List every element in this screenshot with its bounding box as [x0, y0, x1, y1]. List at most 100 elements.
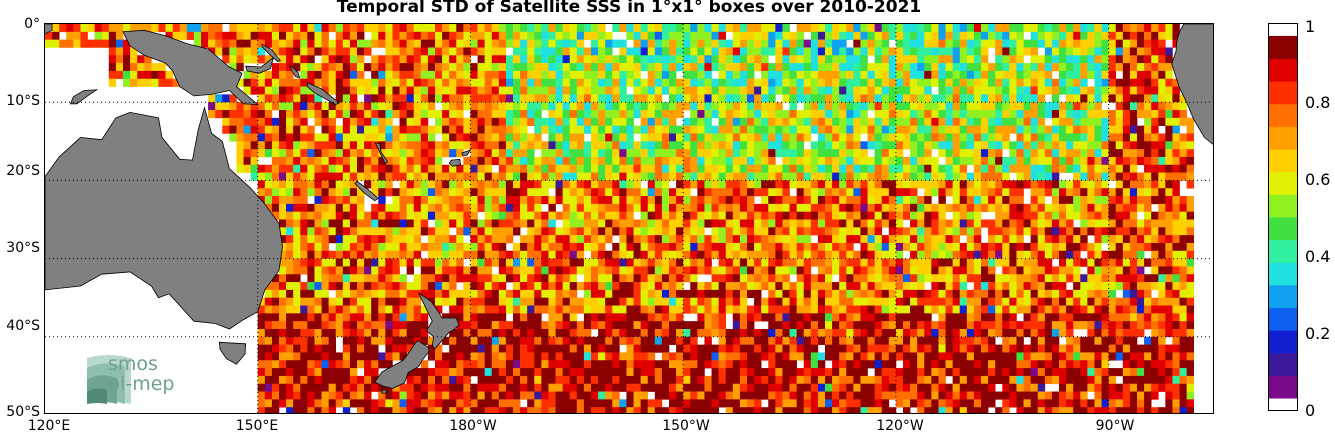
- heatmap-cell: [725, 47, 734, 56]
- heatmap-cell: [1044, 133, 1053, 142]
- heatmap-cell: [1172, 110, 1180, 119]
- heatmap-cell: [612, 274, 620, 283]
- heatmap-cell: [676, 180, 684, 189]
- heatmap-cell: [839, 149, 847, 158]
- heatmap-cell: [945, 117, 953, 126]
- heatmap-cell: [1044, 55, 1053, 64]
- heatmap-cell: [768, 297, 776, 306]
- heatmap-cell: [293, 63, 301, 72]
- heatmap-cell: [364, 63, 372, 72]
- heatmap-cell: [988, 242, 996, 252]
- heatmap-cell: [1144, 102, 1152, 111]
- heatmap-cell: [683, 55, 691, 64]
- heatmap-cell: [626, 125, 634, 134]
- heatmap-cell: [477, 24, 485, 33]
- heatmap-cell: [576, 227, 585, 236]
- heatmap-cell: [718, 24, 727, 33]
- heatmap-cell: [860, 188, 868, 197]
- heatmap-cell: [491, 86, 500, 95]
- heatmap-cell: [917, 47, 925, 56]
- heatmap-cell: [449, 39, 457, 48]
- heatmap-cell: [286, 188, 294, 197]
- heatmap-cell: [846, 242, 854, 252]
- heatmap-cell: [952, 63, 961, 72]
- heatmap-cell: [172, 31, 181, 40]
- heatmap-cell: [399, 282, 407, 291]
- heatmap-cell: [626, 47, 634, 56]
- heatmap-cell: [470, 63, 478, 72]
- heatmap-cell: [796, 55, 805, 64]
- heatmap-cell: [349, 78, 358, 87]
- heatmap-cell: [562, 133, 571, 142]
- heatmap-cell: [406, 250, 415, 259]
- heatmap-cell: [1059, 55, 1067, 64]
- heatmap-cell: [413, 39, 422, 48]
- heatmap-cell: [94, 24, 103, 33]
- heatmap-cell: [1087, 289, 1095, 298]
- heatmap-cell: [739, 156, 748, 166]
- heatmap-cell: [839, 211, 847, 220]
- heatmap-cell: [463, 313, 471, 322]
- heatmap-cell: [598, 219, 606, 228]
- heatmap-cell: [1087, 110, 1095, 119]
- heatmap-cell: [810, 125, 819, 134]
- heatmap-cell: [463, 250, 471, 259]
- heatmap-cell: [491, 110, 500, 119]
- heatmap-cell: [442, 235, 450, 244]
- heatmap-cell: [1016, 180, 1024, 189]
- heatmap-cell: [981, 203, 989, 212]
- heatmap-cell: [640, 31, 649, 40]
- heatmap-cell: [598, 86, 606, 95]
- heatmap-cell: [860, 211, 868, 220]
- heatmap-cell: [732, 110, 741, 119]
- heatmap-cell: [435, 242, 443, 252]
- heatmap-cell: [406, 149, 415, 158]
- heatmap-cell: [435, 164, 443, 173]
- heatmap-cell: [279, 133, 287, 142]
- heatmap-cell: [1137, 78, 1145, 87]
- heatmap-cell: [1172, 313, 1180, 322]
- heatmap-cell: [676, 164, 684, 173]
- heatmap-cell: [810, 242, 819, 252]
- heatmap-cell: [527, 102, 535, 111]
- heatmap-cell: [385, 24, 393, 33]
- heatmap-cell: [1023, 242, 1031, 252]
- heatmap-cell: [676, 258, 684, 267]
- heatmap-cell: [1002, 203, 1010, 212]
- heatmap-cell: [754, 289, 762, 298]
- heatmap-cell: [371, 274, 379, 283]
- heatmap-cell: [732, 133, 741, 142]
- heatmap-cell: [357, 125, 365, 134]
- heatmap-cell: [435, 266, 443, 275]
- heatmap-cell: [924, 102, 932, 111]
- heatmap-cell: [52, 31, 60, 40]
- heatmap-cell: [725, 39, 734, 48]
- heatmap-cell: [321, 102, 329, 111]
- heatmap-cell: [640, 164, 649, 173]
- heatmap-cell: [966, 125, 975, 134]
- heatmap-cell: [817, 266, 826, 275]
- heatmap-cell: [1009, 227, 1017, 236]
- heatmap-cell: [881, 63, 890, 72]
- heatmap-cell: [279, 313, 287, 322]
- heatmap-cell: [1137, 172, 1145, 181]
- heatmap-cell: [739, 70, 748, 80]
- heatmap-cell: [357, 274, 365, 283]
- heatmap-cell: [1080, 47, 1088, 56]
- heatmap-cell: [732, 266, 741, 275]
- heatmap-cell: [576, 266, 585, 275]
- heatmap-cell: [371, 297, 379, 306]
- heatmap-cell: [1186, 203, 1195, 212]
- heatmap-cell: [732, 250, 741, 259]
- heatmap-cell: [754, 63, 762, 72]
- heatmap-cell: [981, 219, 989, 228]
- heatmap-cell: [612, 219, 620, 228]
- heatmap-cell: [435, 70, 443, 80]
- heatmap-cell: [676, 39, 684, 48]
- heatmap-cell: [1122, 94, 1131, 103]
- heatmap-cell: [463, 102, 471, 111]
- heatmap-cell: [995, 149, 1003, 158]
- heatmap-cell: [413, 63, 422, 72]
- heatmap-cell: [669, 55, 677, 64]
- heatmap-cell: [931, 235, 939, 244]
